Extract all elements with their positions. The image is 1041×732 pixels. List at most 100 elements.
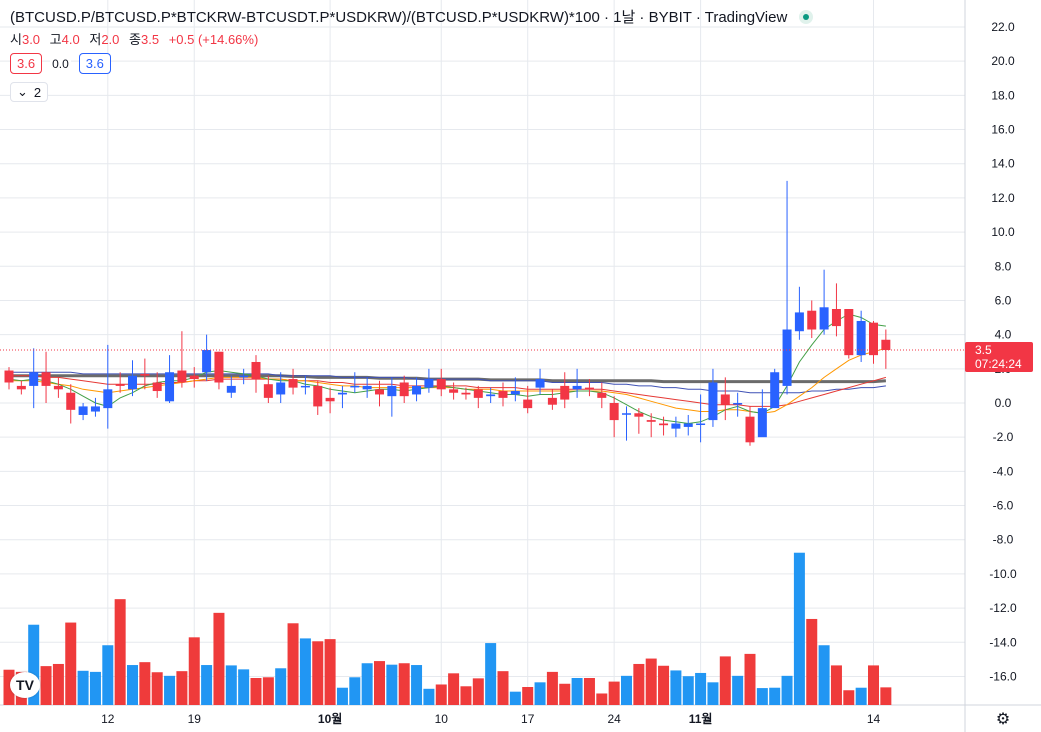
volume-bar xyxy=(880,687,892,705)
volume-bar xyxy=(534,682,546,705)
indicator-values: 3.6 0.0 3.6 xyxy=(10,53,111,74)
y-tick-label: -12.0 xyxy=(989,601,1017,615)
candle-body xyxy=(202,350,212,373)
candle-body xyxy=(510,391,520,395)
volume-bar xyxy=(164,675,176,705)
volume-bar xyxy=(188,637,200,705)
volume-bar xyxy=(65,622,77,705)
volume-bar xyxy=(52,663,64,705)
candle-body xyxy=(4,370,14,383)
gear-icon[interactable]: ⚙ xyxy=(993,709,1013,729)
candle-body xyxy=(584,387,594,390)
volume-bar xyxy=(781,675,793,705)
y-tick-label: 10.0 xyxy=(991,225,1015,239)
volume-bar xyxy=(89,671,101,705)
volume-bar xyxy=(633,663,645,705)
candle-body xyxy=(375,389,384,395)
chart-title-row: (BTCUSD.P/BTCUSD.P*BTCKRW-BTCUSDT.P*USDK… xyxy=(10,6,814,27)
indicators-count: 2 xyxy=(33,84,42,100)
volume-bar xyxy=(769,687,781,705)
ma-long-line xyxy=(9,371,886,394)
candle-body xyxy=(263,384,273,398)
volume-bar xyxy=(225,665,237,705)
chevron-down-icon: ⌄ xyxy=(17,84,28,99)
x-tick-label: 17 xyxy=(521,712,535,726)
sell-price-pill[interactable]: 3.6 xyxy=(10,53,43,74)
y-tick-label: -14.0 xyxy=(989,635,1017,649)
x-tick-label: 24 xyxy=(607,712,621,726)
logo-text: TV xyxy=(16,677,34,693)
candle-body xyxy=(498,391,508,398)
volume-bar xyxy=(645,658,657,705)
x-tick-label: 19 xyxy=(188,712,202,726)
candle-body xyxy=(461,392,471,395)
candle-body xyxy=(362,385,372,390)
volume-bar xyxy=(250,678,262,705)
volume-bar xyxy=(559,683,571,705)
tradingview-logo-icon[interactable]: TV xyxy=(10,672,40,698)
candle-body xyxy=(547,397,557,405)
volume-bar xyxy=(299,638,311,705)
candle-body xyxy=(609,403,619,421)
volume-bar xyxy=(621,675,632,705)
candle-body xyxy=(794,312,804,332)
volume-bar xyxy=(448,673,460,705)
volume-bar xyxy=(423,688,435,705)
y-tick-label: 4.0 xyxy=(995,328,1012,342)
spread-value: 0.0 xyxy=(50,54,71,73)
candle-body xyxy=(523,399,533,409)
volume-bar xyxy=(349,677,361,705)
volume-bar xyxy=(176,671,188,705)
volume-bar xyxy=(40,666,52,705)
open-value: 3.0 xyxy=(21,32,41,47)
volume-bar xyxy=(855,687,867,705)
volume-bar xyxy=(127,665,138,705)
candle-body xyxy=(53,385,63,390)
high-label: 고 xyxy=(49,32,62,47)
volume-bar xyxy=(719,656,731,705)
volume-bar xyxy=(3,669,15,705)
candle-body xyxy=(535,379,545,388)
volume-bar xyxy=(571,678,583,705)
candle-body xyxy=(424,379,434,388)
y-tick-label: -6.0 xyxy=(993,499,1014,513)
close-value: 3.5 xyxy=(140,32,160,47)
volume-bar xyxy=(114,599,126,705)
candle-body xyxy=(300,385,310,388)
candle-body xyxy=(313,385,323,407)
candle-body xyxy=(436,379,446,390)
candle-body xyxy=(78,406,88,415)
high-value: 4.0 xyxy=(61,32,80,47)
market-open-icon xyxy=(799,9,814,24)
candle-body xyxy=(165,372,175,402)
candle-body xyxy=(387,385,397,397)
candle-body xyxy=(745,416,755,443)
candle-body xyxy=(696,423,706,426)
volume-bar xyxy=(275,668,287,705)
volume-bar xyxy=(201,665,213,705)
candle-body xyxy=(683,423,693,427)
volume-bar xyxy=(868,665,879,705)
volume-bar xyxy=(843,690,855,705)
candle-body xyxy=(16,385,26,390)
volume-bar xyxy=(139,662,151,705)
volume-bar xyxy=(386,664,398,705)
y-tick-label: 16.0 xyxy=(991,123,1015,137)
y-tick-label: 22.0 xyxy=(991,20,1015,34)
candle-body xyxy=(41,372,51,386)
buy-price-pill[interactable]: 3.6 xyxy=(78,53,111,74)
settings-glyph: ⚙ xyxy=(995,711,1011,728)
candle-body xyxy=(128,375,137,390)
symbol-title[interactable]: (BTCUSD.P/BTCUSD.P*BTCKRW-BTCUSDT.P*USDK… xyxy=(10,9,788,26)
y-tick-label: 12.0 xyxy=(991,191,1015,205)
volume-bar xyxy=(682,676,694,705)
candle-body xyxy=(152,382,162,392)
y-tick-label: -8.0 xyxy=(993,533,1014,547)
x-tick-label: 14 xyxy=(867,712,881,726)
candle-body xyxy=(720,394,730,405)
candle-body xyxy=(486,394,496,397)
volume-bar xyxy=(460,686,472,705)
indicators-collapse-button[interactable]: ⌄ 2 xyxy=(10,82,49,102)
candle-body xyxy=(646,420,656,422)
